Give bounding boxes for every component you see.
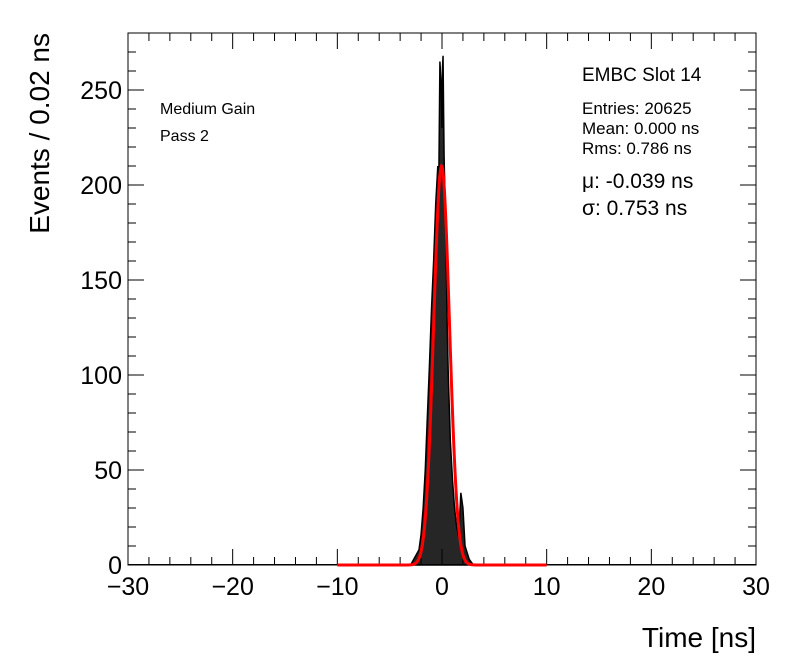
- x-axis-label: Time [ns]: [642, 622, 756, 653]
- pass-annotation: Pass 2: [160, 128, 209, 145]
- y-tick-label: 0: [108, 552, 122, 580]
- gaussian-fit-series: [337, 163, 547, 567]
- axis-ticks: [127, 32, 757, 566]
- y-tick-label: 150: [80, 267, 122, 295]
- x-tick-label: 20: [637, 573, 665, 601]
- histogram-series: [409, 55, 475, 566]
- y-tick-label: 200: [80, 172, 122, 200]
- mu-annotation: μ: -0.039 ns: [582, 170, 693, 193]
- series-layer: [128, 55, 756, 567]
- x-tick-label: 10: [533, 573, 561, 601]
- x-tick-label: 30: [742, 573, 770, 601]
- y-tick-label: 100: [80, 362, 122, 390]
- mean-annotation: Mean: 0.000 ns: [582, 119, 699, 138]
- x-tick-label: −10: [316, 573, 358, 601]
- entries-annotation: Entries: 20625: [582, 99, 692, 118]
- rms-annotation: Rms: 0.786 ns: [582, 139, 692, 158]
- y-tick-label: 250: [80, 77, 122, 105]
- y-tick-label: 50: [94, 457, 122, 485]
- gain-annotation: Medium Gain: [160, 101, 255, 118]
- x-tick-label: 0: [435, 573, 449, 601]
- x-tick-label: −20: [211, 573, 253, 601]
- sigma-annotation: σ: 0.753 ns: [582, 197, 687, 220]
- axis-tick-labels: −30 −20 −10 0 10 20 30 0 50 100 150 200 250: [80, 77, 770, 601]
- y-axis-label: Events / 0.02 ns: [24, 33, 55, 234]
- x-tick-label: −30: [107, 573, 149, 601]
- stats-title: EMBC Slot 14: [582, 65, 702, 86]
